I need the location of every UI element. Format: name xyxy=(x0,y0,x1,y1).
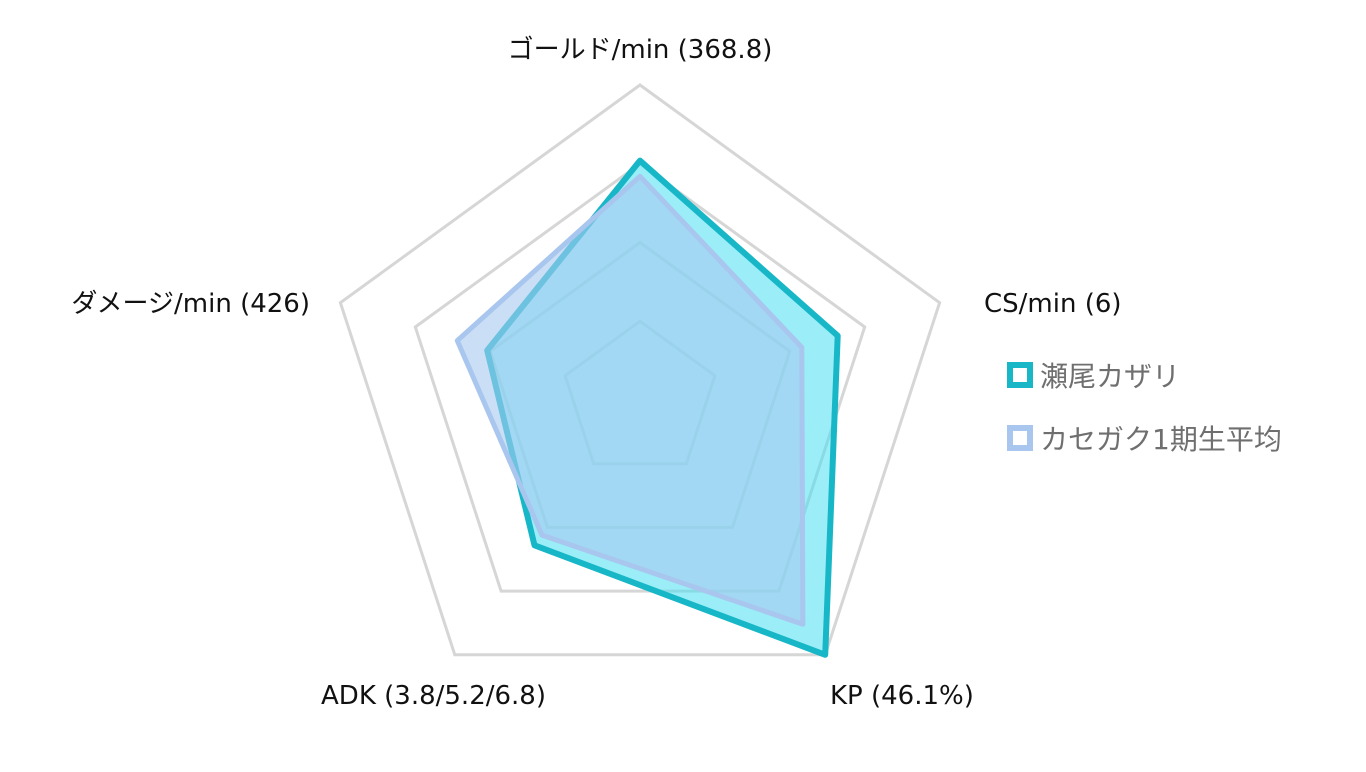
axis-labels: ゴールド/min (368.8) CS/min (6) KP (46.1%) A… xyxy=(71,35,1121,711)
legend-item-kasegaku-average[interactable]: カセガク1期生平均 xyxy=(1007,423,1282,456)
series-polygon-1 xyxy=(454,173,806,627)
legend-label-seo-kazari: 瀬尾カザリ xyxy=(1040,360,1180,393)
axis-label-kp: KP (46.1%) xyxy=(830,681,974,711)
radar-series xyxy=(454,157,841,658)
legend-label-kasegaku-average: カセガク1期生平均 xyxy=(1040,423,1282,456)
axis-label-cs: CS/min (6) xyxy=(984,289,1122,319)
grid-ring-3 xyxy=(413,161,867,593)
axis-label-damage: ダメージ/min (426) xyxy=(71,289,310,319)
legend-swatch-seo-kazari xyxy=(1007,362,1033,388)
legend-item-seo-kazari[interactable]: 瀬尾カザリ xyxy=(1007,360,1180,393)
axis-label-adk: ADK (3.8/5.2/6.8) xyxy=(321,681,546,711)
legend: 瀬尾カザリ カセガク1期生平均 xyxy=(1007,360,1282,456)
axis-label-gold: ゴールド/min (368.8) xyxy=(508,35,773,65)
legend-swatch-kasegaku-average xyxy=(1007,425,1033,451)
grid-ring-4 xyxy=(338,83,942,657)
